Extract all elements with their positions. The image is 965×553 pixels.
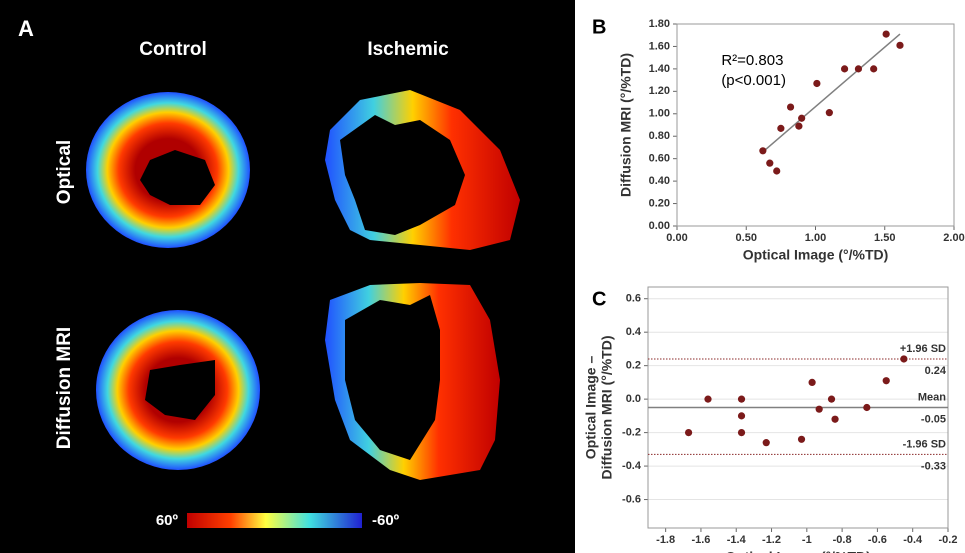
- y-tick-label: 0.80: [649, 130, 670, 142]
- point: [773, 167, 781, 175]
- x-tick-label: -1.4: [727, 534, 747, 546]
- y-tick-label: 1.00: [649, 108, 670, 120]
- control-optical-map: [86, 92, 250, 248]
- point: [795, 122, 803, 130]
- point: [813, 79, 821, 88]
- x-tick-label: -0.8: [833, 534, 852, 546]
- y-tick-label: 1.60: [649, 40, 670, 52]
- ischemic-mri-map: [325, 283, 500, 480]
- point: [815, 405, 823, 413]
- point: [762, 439, 770, 447]
- y-tick-label: 0.0: [626, 393, 641, 405]
- point: [900, 355, 908, 363]
- colorbar-label: 60º: [156, 512, 179, 529]
- column-label: Control: [139, 39, 207, 60]
- colorbar-label: -60º: [372, 512, 400, 529]
- y-tick-label: 0.20: [649, 197, 670, 209]
- point: [704, 395, 712, 403]
- plot-frame: [676, 23, 955, 227]
- x-tick-label: -0.4: [903, 534, 923, 546]
- point: [777, 124, 785, 132]
- y-tick-label: 0.2: [626, 360, 641, 372]
- column-label: Ischemic: [367, 39, 449, 60]
- panel-label: B: [592, 16, 606, 38]
- x-tick-label: 0.50: [736, 232, 757, 244]
- panel-label: A: [18, 16, 34, 41]
- point: [882, 30, 890, 38]
- point: [737, 429, 746, 437]
- x-axis-label: Optical Image (°/%TD): [743, 247, 889, 263]
- y-tick-label: 1.20: [649, 85, 670, 97]
- panel-a-background: [0, 0, 575, 553]
- ischemic-optical-map: [325, 90, 520, 250]
- point: [684, 429, 693, 437]
- x-tick-label: 1.50: [874, 232, 895, 244]
- y-tick-label: 1.80: [649, 18, 670, 30]
- x-tick-label: 2.00: [943, 232, 964, 244]
- x-axis-label: Optical Image (°/%TD): [725, 549, 871, 553]
- x-tick-label: 0.00: [666, 232, 687, 244]
- y-tick-label: 0.60: [649, 153, 670, 165]
- trend-line: [760, 33, 901, 154]
- x-tick-label: -1.8: [656, 534, 675, 546]
- x-tick-label: 1.00: [805, 232, 826, 244]
- y-axis-label: Diffusion MRI (°/%TD): [599, 335, 615, 479]
- y-tick-label: 0.00: [649, 220, 670, 232]
- colorbar: [187, 513, 362, 528]
- panel-a: A Control Ischemic Optical Diffusion MRI…: [0, 0, 575, 553]
- point: [827, 395, 836, 403]
- y-tick-label: 0.4: [626, 326, 642, 338]
- y-tick-label: -0.2: [622, 427, 641, 439]
- y-tick-label: 0.6: [626, 293, 641, 305]
- annotation: R²=0.803: [721, 52, 783, 69]
- reference-value: 0.24: [925, 365, 947, 377]
- row-label: Diffusion MRI: [54, 327, 75, 449]
- x-tick-label: -0.6: [868, 534, 887, 546]
- y-axis-label: Optical Image –: [583, 356, 599, 460]
- point: [797, 435, 806, 443]
- point: [896, 41, 904, 49]
- x-tick-label: -1: [802, 534, 812, 546]
- row-label: Optical: [54, 140, 75, 204]
- x-tick-label: -1.2: [762, 534, 781, 546]
- point: [870, 65, 878, 73]
- annotation: (p<0.001): [721, 72, 786, 89]
- point: [840, 65, 849, 73]
- point: [825, 109, 833, 117]
- reference-value: -0.05: [921, 413, 946, 425]
- point: [759, 147, 767, 155]
- point: [831, 415, 839, 423]
- point: [863, 403, 871, 412]
- reference-label: +1.96 SD: [900, 343, 946, 355]
- point: [737, 395, 746, 403]
- reference-value: -0.33: [921, 460, 946, 472]
- x-tick-label: -0.2: [939, 534, 958, 546]
- point: [798, 114, 806, 122]
- y-tick-label: -0.4: [622, 460, 642, 472]
- y-tick-label: -0.6: [622, 493, 641, 505]
- point: [786, 103, 795, 111]
- point: [882, 377, 890, 385]
- reference-label: Mean: [918, 391, 946, 403]
- y-axis-label: Diffusion MRI (°/%TD): [618, 53, 634, 197]
- point: [808, 378, 816, 386]
- control-mri-map: [95, 309, 260, 471]
- panel-label: C: [592, 288, 606, 310]
- point: [766, 159, 774, 167]
- y-tick-label: 0.40: [649, 175, 670, 187]
- reference-label: -1.96 SD: [903, 438, 946, 450]
- point: [854, 65, 863, 73]
- point: [737, 412, 746, 420]
- y-tick-label: 1.40: [649, 63, 670, 75]
- x-tick-label: -1.6: [691, 534, 710, 546]
